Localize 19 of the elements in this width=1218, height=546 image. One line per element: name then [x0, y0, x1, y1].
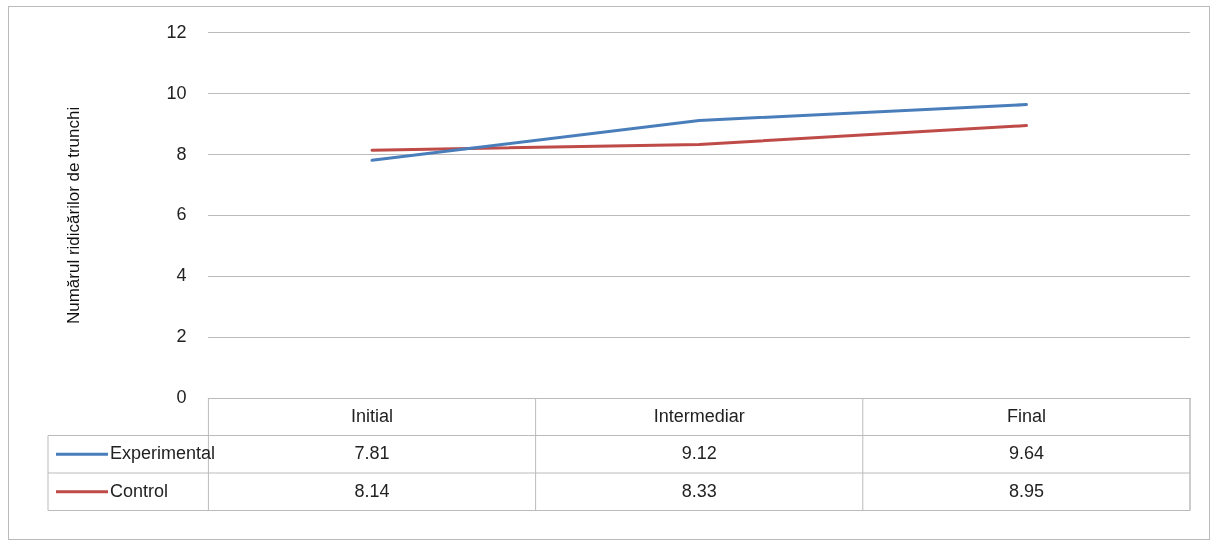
- y-tick-label: 8: [176, 143, 187, 164]
- data-label: 8.95: [1008, 480, 1044, 501]
- x-tick-label: Initial: [351, 405, 394, 426]
- legend-label: Control: [110, 480, 169, 501]
- y-tick-label: 6: [176, 204, 187, 225]
- data-label: 8.14: [354, 480, 390, 501]
- data-label: 9.12: [681, 443, 717, 464]
- y-tick-label: 4: [176, 265, 187, 286]
- x-tick-label: Final: [1006, 405, 1046, 426]
- data-label: 9.64: [1008, 443, 1044, 464]
- y-tick-label: 12: [166, 21, 187, 42]
- y-tick-label: 2: [176, 326, 187, 347]
- x-tick-label: Intermediar: [653, 405, 745, 426]
- data-label: 7.81: [354, 443, 390, 464]
- legend-label: Experimental: [110, 443, 216, 464]
- y-tick-label: 10: [166, 82, 187, 103]
- y-tick-label: 0: [176, 386, 187, 407]
- y-axis-title: Numărul ridicărilor de trunchi: [63, 106, 83, 325]
- data-label: 8.33: [681, 480, 717, 501]
